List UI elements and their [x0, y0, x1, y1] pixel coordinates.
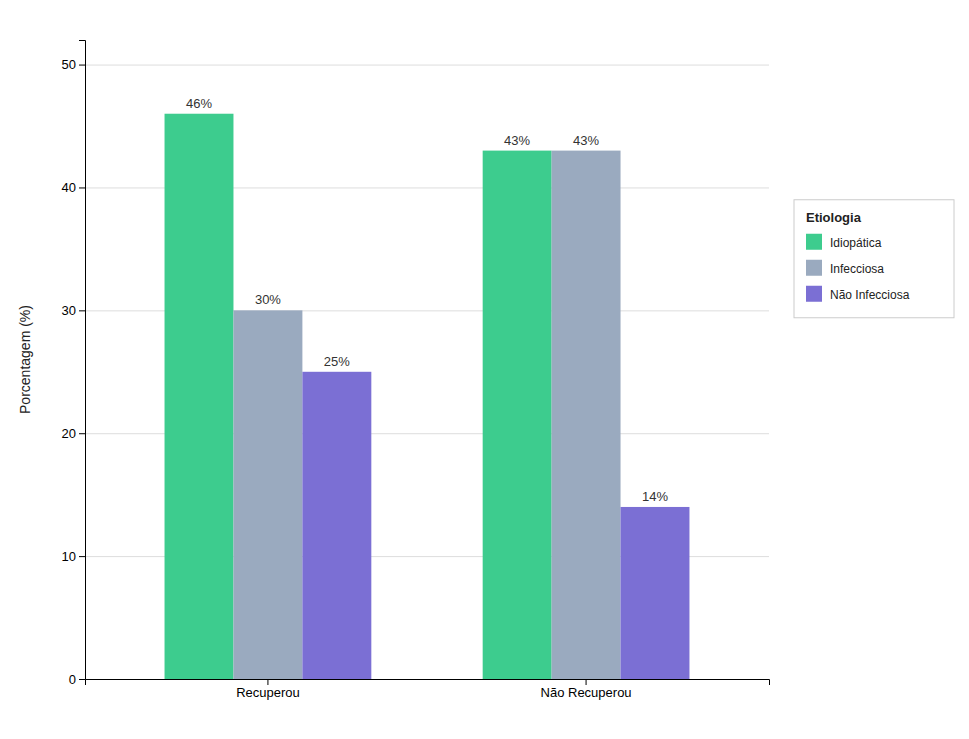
- y-tick-mark: [79, 65, 85, 66]
- legend-box: [794, 200, 954, 318]
- y-tick-label: 0: [69, 672, 76, 687]
- legend-item: Infecciosa: [806, 260, 884, 276]
- legend-label: Idiopática: [830, 236, 882, 250]
- y-tick: 0: [69, 672, 85, 687]
- bar: [552, 151, 621, 679]
- legend-label: Infecciosa: [830, 262, 884, 276]
- y-tick: 40: [62, 180, 85, 195]
- y-tick-mark: [79, 187, 85, 188]
- legend-title: Etiologia: [806, 210, 862, 225]
- data-label: 46%: [186, 96, 212, 111]
- data-label: 43%: [504, 133, 530, 148]
- y-tick: 50: [62, 57, 85, 72]
- x-tick-mark: [267, 679, 268, 685]
- y-axis-title: Porcentagem (%): [17, 305, 33, 414]
- data-labels: 46% 43% 30% 43% 25% 14%: [186, 96, 668, 504]
- bar: [621, 507, 690, 679]
- y-axis: 0 10 20 30 40 50: [62, 41, 86, 687]
- legend: Etiologia Idiopática Infecciosa Não Infecci…: [794, 200, 954, 318]
- y-tick-label: 30: [62, 303, 76, 318]
- legend-swatch: [806, 234, 822, 250]
- legend-item: Não Infecciosa: [806, 286, 910, 302]
- chart-container: Recuperou Não Recuperou 0 10 20 30 40 50 Porcent…: [0, 0, 969, 739]
- data-label: 25%: [324, 354, 350, 369]
- y-tick-label: 20: [62, 426, 76, 441]
- y-tick-mark: [79, 679, 85, 680]
- y-tick: 20: [62, 426, 85, 441]
- y-tick-label: 40: [62, 180, 76, 195]
- y-axis-line: [79, 41, 86, 680]
- legend-swatch: [806, 260, 822, 276]
- plot-area: Recuperou Não Recuperou 0 10 20 30 40 50 Porcent…: [17, 41, 954, 701]
- bar: [233, 310, 302, 679]
- legend-swatch: [806, 286, 822, 302]
- bars: [165, 114, 690, 679]
- data-label: 14%: [642, 489, 668, 504]
- legend-item: Idiopática: [806, 234, 882, 250]
- y-tick-mark: [79, 433, 85, 434]
- y-tick-label: 50: [62, 57, 76, 72]
- x-axis: Recuperou Não Recuperou: [86, 679, 770, 700]
- y-tick-label: 10: [62, 549, 76, 564]
- x-tick-label: Não Recuperou: [541, 685, 632, 700]
- legend-label: Não Infecciosa: [830, 288, 910, 302]
- y-tick: 30: [62, 303, 85, 318]
- y-tick: 10: [62, 549, 85, 564]
- x-tick: Recuperou: [236, 679, 300, 700]
- x-axis-line: [86, 680, 770, 686]
- bar: [483, 151, 552, 679]
- chart-svg: Recuperou Não Recuperou 0 10 20 30 40 50 Porcent…: [0, 0, 969, 739]
- bar: [302, 372, 371, 679]
- x-tick-label: Recuperou: [236, 685, 300, 700]
- grid-tick: [85, 65, 769, 66]
- grid: [85, 65, 769, 679]
- grid-line: [85, 65, 769, 66]
- x-tick: Não Recuperou: [541, 679, 632, 700]
- y-tick-mark: [79, 556, 85, 557]
- data-label: 30%: [255, 292, 281, 307]
- y-tick-mark: [79, 310, 85, 311]
- bar: [165, 114, 234, 679]
- x-tick-mark: [586, 679, 587, 685]
- data-label: 43%: [573, 133, 599, 148]
